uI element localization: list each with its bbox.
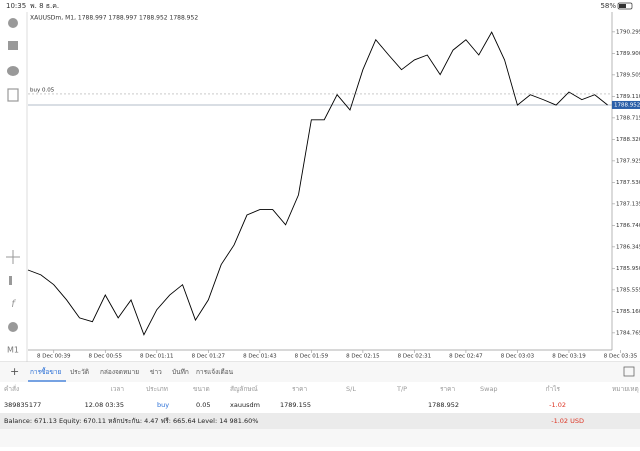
y-tick-label: 1788.320 <box>616 137 640 143</box>
battery-icon <box>617 2 633 10</box>
column-header: สัญลักษณ์ <box>230 385 258 393</box>
chart-type-icon[interactable] <box>9 276 12 285</box>
column-header: Swap <box>480 385 498 393</box>
summary-bar <box>0 413 640 429</box>
y-tick-label: 1789.900 <box>616 51 640 57</box>
x-tick-label: 8 Dec 03:35 <box>604 354 638 360</box>
table-cell: 12.08 03:35 <box>85 401 124 409</box>
tab[interactable]: การแจ้งเตือน <box>196 368 234 376</box>
table-cell: 389835177 <box>4 401 41 409</box>
column-header: กำไร <box>546 385 561 393</box>
tab[interactable]: บันทึก <box>172 368 189 376</box>
column-header: เวลา <box>110 385 124 393</box>
table-cell: xauusdm <box>230 401 260 409</box>
bottom-bar <box>0 429 640 447</box>
tab[interactable]: ข่าว <box>150 368 162 376</box>
crosshair-icon[interactable] <box>6 250 20 264</box>
tab[interactable]: กล่องจดหมาย <box>100 368 139 376</box>
y-tick-label: 1786.345 <box>616 244 640 250</box>
x-tick-label: 8 Dec 02:47 <box>449 354 483 360</box>
x-tick-label: 8 Dec 03:19 <box>552 354 586 360</box>
column-header: คำสั่ง <box>4 384 19 393</box>
trade-icon[interactable] <box>8 41 18 50</box>
new-order-icon[interactable] <box>7 88 19 102</box>
y-tick-label: 1784.765 <box>616 330 640 336</box>
chart-title: XAUUSDm, M1, 1788.997 1788.997 1788.952 … <box>30 15 198 22</box>
column-header: ราคา <box>292 385 307 393</box>
column-header: ขนาด <box>193 385 210 393</box>
y-tick-label: 1789.110 <box>616 94 640 100</box>
table-cell: 1789.155 <box>280 401 311 409</box>
table-cell: buy <box>157 401 169 409</box>
y-tick-label: 1786.740 <box>616 223 640 229</box>
column-header: ประเภท <box>146 385 168 393</box>
table-cell: 0.05 <box>196 401 210 409</box>
column-header: หมายเหตุ <box>612 385 639 393</box>
column-header: T/P <box>396 385 407 393</box>
y-tick-label: 1788.715 <box>616 115 640 121</box>
x-tick-label: 8 Dec 01:59 <box>295 354 329 360</box>
indicator-icon[interactable]: f <box>11 299 16 310</box>
total-profit: -1.02 USD <box>551 417 584 425</box>
account-summary: Balance: 671.13 Equity: 670.11 หลักประกั… <box>4 417 258 425</box>
status-battery: 58% <box>600 2 616 10</box>
x-tick-label: 8 Dec 00:55 <box>89 354 123 360</box>
account-icon[interactable] <box>8 18 18 28</box>
table-cell: -1.02 <box>549 401 566 409</box>
y-tick-label: 1787.925 <box>616 158 640 164</box>
table-cell: 1788.952 <box>428 401 459 409</box>
x-tick-label: 8 Dec 02:31 <box>398 354 432 360</box>
price-line <box>27 31 608 336</box>
current-price-label: 1788.952 <box>614 102 640 108</box>
y-tick-label: 1787.530 <box>616 180 640 186</box>
layout-button[interactable] <box>623 366 635 377</box>
order-label: buy 0.05 <box>30 87 55 93</box>
chat-icon[interactable] <box>7 66 19 76</box>
timeframe-button[interactable]: M1 <box>7 346 19 355</box>
x-tick-label: 8 Dec 01:27 <box>192 354 226 360</box>
tab-active[interactable]: การซื้อขาย <box>30 367 61 376</box>
y-tick-label: 1787.135 <box>616 201 640 207</box>
objects-icon[interactable] <box>8 322 18 332</box>
x-tick-label: 8 Dec 02:15 <box>346 354 380 360</box>
x-tick-label: 8 Dec 00:39 <box>37 354 71 360</box>
tab[interactable]: ประวัติ <box>70 368 89 376</box>
x-tick-label: 8 Dec 01:11 <box>140 354 174 360</box>
y-tick-label: 1785.950 <box>616 266 640 272</box>
battery-level <box>619 4 626 8</box>
x-tick-label: 8 Dec 03:03 <box>501 354 535 360</box>
column-header: ราคา <box>440 385 455 393</box>
y-tick-label: 1789.505 <box>616 72 640 78</box>
status-date: พ. 8 ธ.ค. <box>30 2 59 10</box>
y-tick-label: 1785.555 <box>616 287 640 293</box>
add-button[interactable]: + <box>10 365 19 378</box>
y-tick-label: 1790.295 <box>616 29 640 35</box>
tab-bar <box>0 362 640 382</box>
column-header: S/L <box>346 385 356 393</box>
y-tick-label: 1785.160 <box>616 309 640 315</box>
status-time: 10:35 <box>6 2 26 10</box>
current-price-box <box>612 100 640 109</box>
x-tick-label: 8 Dec 01:43 <box>243 354 277 360</box>
